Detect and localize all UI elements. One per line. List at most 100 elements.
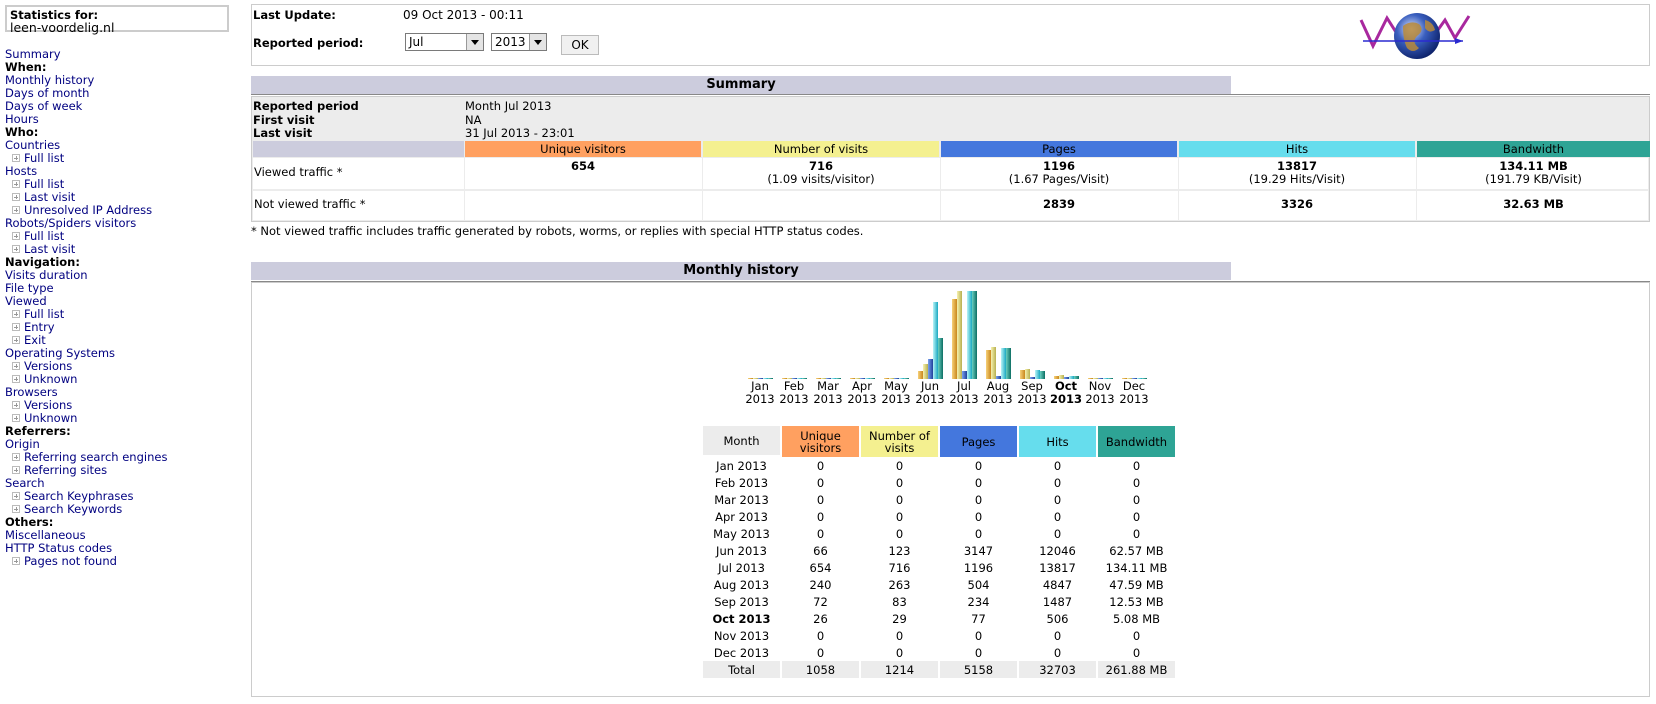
menu-link-days-of-week[interactable]: Days of week xyxy=(5,99,83,113)
bar-number-of-visits-may xyxy=(889,378,894,379)
plus-box-icon[interactable] xyxy=(12,374,20,383)
bar-number-of-visits-nov xyxy=(1093,378,1098,379)
row-value-number-of-visits: 0 xyxy=(895,458,904,473)
plus-box-icon[interactable] xyxy=(12,322,20,331)
menu-link-days-of-month[interactable]: Days of month xyxy=(5,86,90,100)
plus-box-icon[interactable] xyxy=(12,491,20,500)
row-value-pages: 0 xyxy=(974,475,983,490)
menu-link-full-list[interactable]: Full list xyxy=(24,151,65,165)
row-value-number-of-visits: 716 xyxy=(888,560,911,575)
menu-link-miscellaneous[interactable]: Miscellaneous xyxy=(5,528,86,542)
menu-link-full-list[interactable]: Full list xyxy=(24,229,65,243)
row-value-bandwidth: 0 xyxy=(1132,645,1141,660)
chevron-down-icon[interactable] xyxy=(466,34,483,50)
chart-label-jan: Jan 2013 xyxy=(743,380,777,406)
menu-link-referring-search-engines[interactable]: Referring search engines xyxy=(24,450,168,464)
plus-box-icon[interactable] xyxy=(12,465,20,474)
bar-number-of-visits-jun xyxy=(923,364,928,379)
plus-box-icon[interactable] xyxy=(12,205,20,214)
summary-header-pages: Pages xyxy=(941,141,1177,157)
plus-box-icon[interactable] xyxy=(12,192,20,201)
menu-link-last-visit[interactable]: Last visit xyxy=(24,190,76,204)
menu-link-versions[interactable]: Versions xyxy=(24,359,73,373)
row-value-pages: 0 xyxy=(974,458,983,473)
row-value-unique-visitors: 0 xyxy=(816,492,825,507)
bar-pages-may xyxy=(894,378,899,379)
menu-link-full-list[interactable]: Full list xyxy=(24,177,65,191)
bar-unique-visitors-jan xyxy=(748,378,753,379)
plus-box-icon[interactable] xyxy=(12,244,20,253)
menu-heading-label: When: xyxy=(5,60,47,74)
plus-box-icon[interactable] xyxy=(12,452,20,461)
not-viewed-bandwidth: 32.63 MB xyxy=(1503,197,1564,211)
row-value-pages: 3147 xyxy=(963,543,994,558)
plus-box-icon[interactable] xyxy=(12,179,20,188)
bar-number-of-visits-aug xyxy=(991,347,996,379)
menu-link-exit[interactable]: Exit xyxy=(24,333,46,347)
menu-link-visits-duration[interactable]: Visits duration xyxy=(5,268,88,282)
plus-box-icon[interactable] xyxy=(12,153,20,162)
chart-year-label: 2013 xyxy=(745,392,775,406)
bar-pages-sep xyxy=(1030,377,1035,379)
month-select[interactable]: Jul xyxy=(405,33,484,51)
plus-box-icon[interactable] xyxy=(12,556,20,565)
menu-link-unknown[interactable]: Unknown xyxy=(24,372,78,386)
bar-number-of-visits-jul xyxy=(957,291,962,379)
summary-divider xyxy=(251,94,1650,95)
chart-label-aug: Aug 2013 xyxy=(981,380,1015,406)
chart-year-label: 2013 xyxy=(779,392,809,406)
menu-link-http-status-codes[interactable]: HTTP Status codes xyxy=(5,541,113,555)
bar-hits-aug xyxy=(1001,348,1006,379)
menu-link-monthly-history[interactable]: Monthly history xyxy=(5,73,95,87)
plus-box-icon[interactable] xyxy=(12,335,20,344)
menu-link-pages-not-found[interactable]: Pages not found xyxy=(24,554,117,568)
menu-item-unknown: Unknown xyxy=(5,412,231,425)
bar-unique-visitors-mar xyxy=(816,378,821,379)
menu-link-full-list[interactable]: Full list xyxy=(24,307,65,321)
plus-box-icon[interactable] xyxy=(12,413,20,422)
menu-link-hosts[interactable]: Hosts xyxy=(5,164,38,178)
row-month: Dec 2013 xyxy=(713,645,770,660)
menu-link-robots-spiders-visitors[interactable]: Robots/Spiders visitors xyxy=(5,216,137,230)
menu-link-origin[interactable]: Origin xyxy=(5,437,40,451)
menu-link-operating-systems[interactable]: Operating Systems xyxy=(5,346,116,360)
plus-box-icon[interactable] xyxy=(12,361,20,370)
bar-number-of-visits-feb xyxy=(787,378,792,379)
menu-link-search-keywords[interactable]: Search Keywords xyxy=(24,502,123,516)
menu-heading-label: Others: xyxy=(5,515,54,529)
menu-link-viewed[interactable]: Viewed xyxy=(5,294,47,308)
bar-hits-mar xyxy=(831,378,836,379)
menu-link-referring-sites[interactable]: Referring sites xyxy=(24,463,108,477)
plus-box-icon[interactable] xyxy=(12,231,20,240)
menu-item-browsers: Browsers xyxy=(5,386,231,399)
year-select[interactable]: 2013 xyxy=(491,33,547,51)
chevron-down-icon[interactable] xyxy=(529,34,546,50)
menu-link-search-keyphrases[interactable]: Search Keyphrases xyxy=(24,489,134,503)
bar-hits-may xyxy=(899,378,904,379)
menu-link-search[interactable]: Search xyxy=(5,476,45,490)
bar-bandwidth-apr xyxy=(870,378,875,379)
row-value-unique-visitors: 0 xyxy=(816,509,825,524)
menu-link-file-type[interactable]: File type xyxy=(5,281,54,295)
menu-link-countries[interactable]: Countries xyxy=(5,138,61,152)
row-value-hits: 0 xyxy=(1053,492,1062,507)
menu-link-unresolved-ip-address[interactable]: Unresolved IP Address xyxy=(24,203,153,217)
ok-button[interactable]: OK xyxy=(561,35,599,55)
menu-link-unknown[interactable]: Unknown xyxy=(24,411,78,425)
bar-unique-visitors-sep xyxy=(1020,370,1025,379)
menu-link-entry[interactable]: Entry xyxy=(24,320,55,334)
plus-box-icon[interactable] xyxy=(12,504,20,513)
menu-link-hours[interactable]: Hours xyxy=(5,112,39,126)
chart-label-jun: Jun 2013 xyxy=(913,380,947,406)
menu-link-last-visit[interactable]: Last visit xyxy=(24,242,76,256)
menu-item-hosts: Hosts xyxy=(5,165,231,178)
plus-box-icon[interactable] xyxy=(12,400,20,409)
monthly-divider xyxy=(251,281,1650,282)
row-month: Feb 2013 xyxy=(714,475,769,490)
summary-header-unique: Unique visitors xyxy=(465,141,701,157)
menu-item-versions: Versions xyxy=(5,399,231,412)
menu-link-summary[interactable]: Summary xyxy=(5,47,61,61)
menu-link-versions[interactable]: Versions xyxy=(24,398,73,412)
plus-box-icon[interactable] xyxy=(12,309,20,318)
menu-link-browsers[interactable]: Browsers xyxy=(5,385,58,399)
